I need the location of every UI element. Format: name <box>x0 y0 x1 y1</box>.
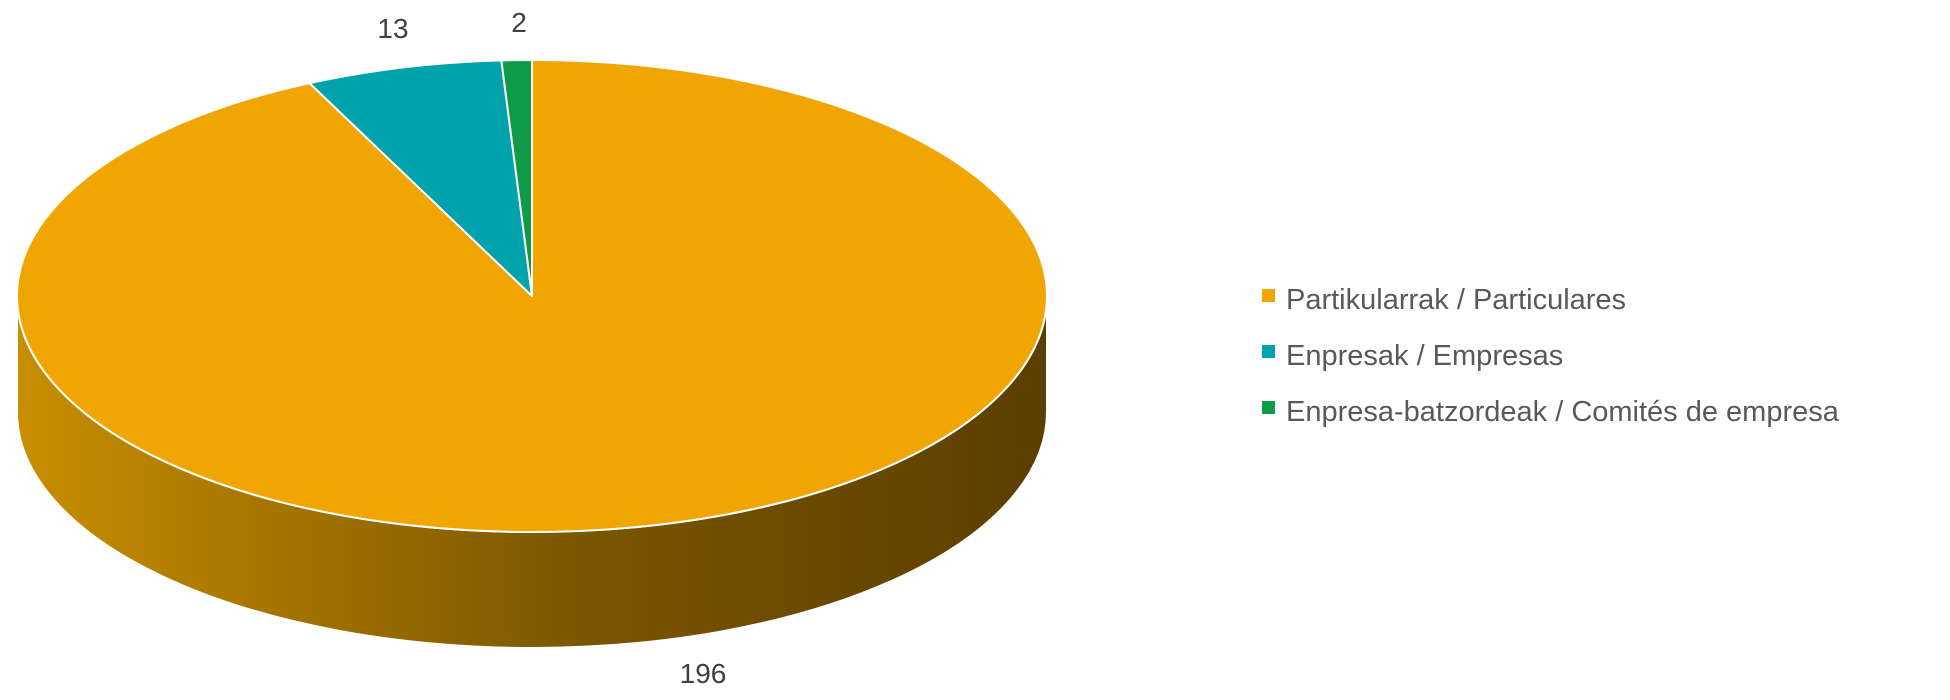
data-label: 196 <box>680 658 727 689</box>
legend-swatch <box>1262 345 1275 358</box>
pie-top-faces <box>16 59 1048 533</box>
legend-swatch <box>1262 289 1275 302</box>
pie-slice-enpresa-batzordeak-comit-s-de-empresa <box>500 59 533 297</box>
legend-label: Enpresak / Empresas <box>1286 340 1563 372</box>
data-labels: 196 13 2 <box>377 7 726 689</box>
legend-label: Partikularrak / Particulares <box>1286 284 1626 316</box>
data-label: 2 <box>511 7 527 38</box>
legend: Partikularrak / Particulares Enpresak / E… <box>1262 284 1840 428</box>
data-label: 13 <box>377 13 408 44</box>
legend-swatch <box>1262 401 1275 414</box>
pie-slice-enpresak-empresas <box>308 59 533 297</box>
legend-label: Enpresa-batzordeak / Comités de empresa <box>1286 396 1840 428</box>
